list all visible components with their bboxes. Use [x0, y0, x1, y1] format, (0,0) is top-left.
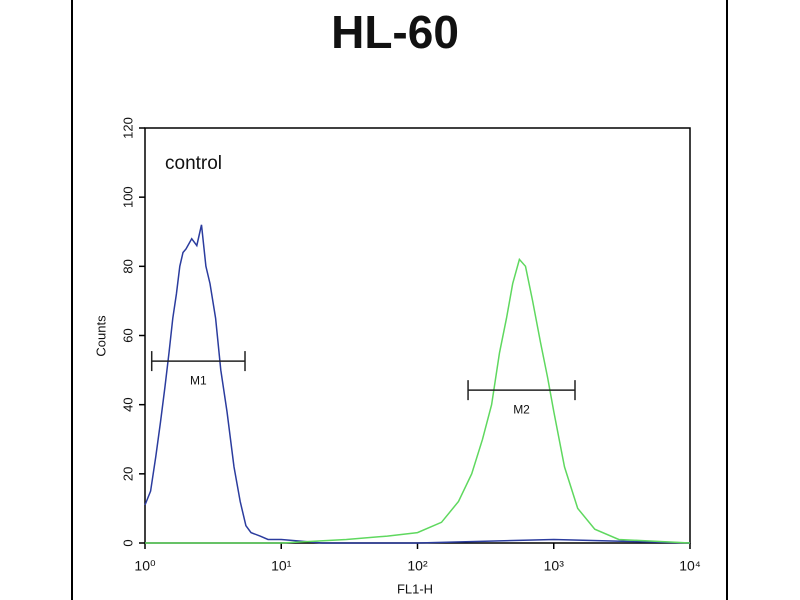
x-tick-label: 10⁴ — [679, 558, 701, 574]
plot-area — [144, 127, 691, 544]
frame — [71, 0, 728, 600]
x-tick-label: 10³ — [544, 558, 565, 574]
marker-label: M2 — [513, 402, 530, 416]
chart-title: HL-60 — [331, 6, 459, 58]
y-tick-label: 40 — [120, 397, 135, 411]
y-tick-label: 60 — [120, 328, 135, 342]
x-tick-label: 10¹ — [271, 558, 292, 574]
y-axis-label: Counts — [93, 315, 108, 357]
y-tick-label: 120 — [120, 117, 135, 139]
y-tick-label: 20 — [120, 467, 135, 481]
marker-label: M1 — [190, 373, 207, 387]
x-tick-label: 10⁰ — [134, 558, 156, 574]
y-tick-label: 80 — [120, 259, 135, 273]
y-tick-label: 0 — [120, 539, 135, 546]
x-tick-label: 10² — [407, 558, 428, 574]
annotation: control — [165, 153, 222, 174]
series-line — [144, 224, 691, 544]
y-tick-label: 100 — [120, 186, 135, 208]
x-axis-label: FL1-H — [397, 581, 433, 596]
series-line — [145, 257, 691, 544]
